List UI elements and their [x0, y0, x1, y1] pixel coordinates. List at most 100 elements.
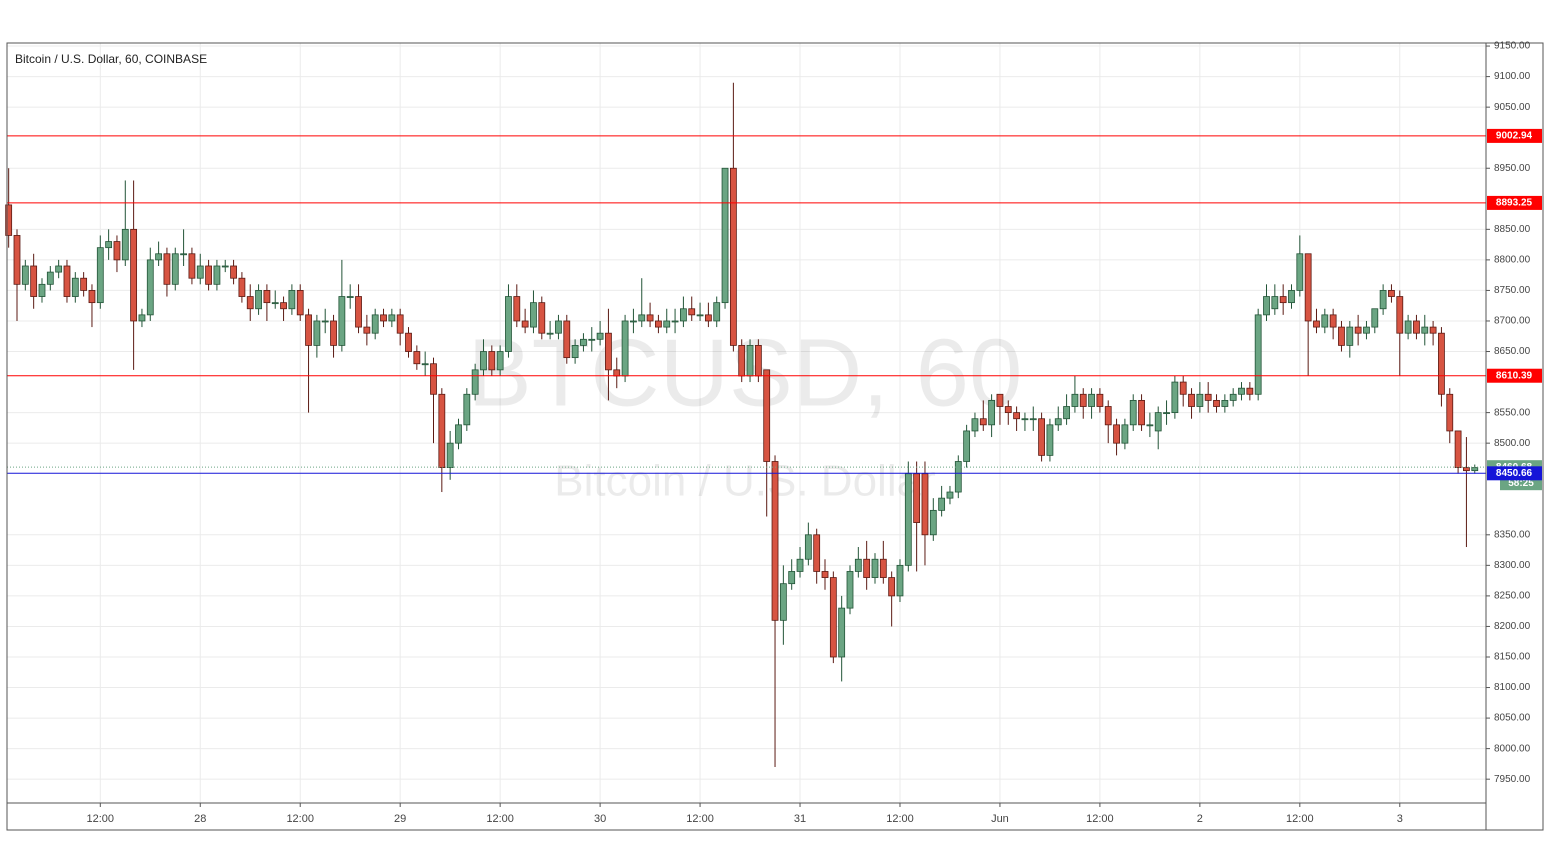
- candle-body: [305, 314, 312, 346]
- candle-body: [763, 369, 771, 462]
- candle-body: [1421, 326, 1429, 334]
- candle-body: [1079, 393, 1087, 407]
- candle-body: [430, 363, 437, 395]
- y-tick-label: 8850.00: [1494, 224, 1531, 235]
- candle-body: [1388, 290, 1395, 297]
- candle-body: [605, 332, 612, 371]
- y-tick-label: 8100.00: [1494, 682, 1531, 693]
- candle-body: [1254, 314, 1262, 395]
- countdown: 58:25: [1508, 478, 1534, 489]
- candle-body: [5, 204, 13, 236]
- candle-body: [638, 314, 646, 322]
- levels: [7, 135, 1486, 474]
- candle-body: [646, 314, 654, 322]
- candle-body: [288, 290, 296, 310]
- candle-body: [338, 296, 346, 346]
- candle-body: [396, 314, 404, 334]
- candle-body: [263, 290, 271, 304]
- candle-body: [230, 265, 237, 279]
- candle-body: [1013, 412, 1021, 420]
- candle-body: [346, 296, 354, 298]
- watermark-subtitle: Bitcoin / U.S. Dollar: [554, 457, 935, 506]
- candle-body: [904, 473, 912, 566]
- candle-body: [804, 534, 812, 560]
- candle-body: [1471, 467, 1479, 472]
- candle-body: [221, 265, 229, 268]
- candle-body: [1429, 326, 1437, 334]
- candle-body: [380, 314, 387, 322]
- candle-body: [188, 253, 196, 279]
- frame: [6, 42, 1544, 831]
- y-tick-label: 8150.00: [1494, 652, 1531, 663]
- candle-body: [863, 558, 871, 578]
- candle-body: [538, 302, 546, 334]
- candle-body: [679, 308, 687, 322]
- y-tick-label: 8250.00: [1494, 591, 1531, 602]
- candle-body: [471, 369, 479, 395]
- candle-body: [829, 577, 837, 658]
- candle-body: [1071, 393, 1079, 407]
- candle-body: [1088, 393, 1095, 407]
- candle-body: [996, 393, 1004, 407]
- candle-body: [713, 302, 721, 322]
- candle-body: [55, 265, 63, 273]
- candle-body: [846, 571, 854, 609]
- candle-body: [455, 424, 462, 444]
- x-tick-label: 12:00: [886, 813, 914, 825]
- candle-body: [438, 393, 446, 468]
- chart-title: Bitcoin / U.S. Dollar, 60, COINBASE: [15, 52, 207, 66]
- candle-body: [313, 320, 321, 346]
- candle-body: [488, 351, 496, 371]
- candle-body: [796, 558, 804, 572]
- candle-body: [213, 265, 221, 285]
- y-tick-label: 8700.00: [1494, 316, 1531, 327]
- candle-body: [38, 283, 46, 297]
- candle-body: [704, 314, 712, 322]
- candle-body: [1313, 320, 1320, 328]
- candle-body: [105, 241, 113, 249]
- candle-body: [813, 534, 821, 572]
- candle-body: [1096, 393, 1104, 407]
- candle-body: [1188, 393, 1195, 407]
- candle-body: [1021, 418, 1029, 421]
- candle-body: [196, 265, 204, 279]
- candle-body: [563, 320, 571, 359]
- candle-body: [1446, 393, 1454, 432]
- candle-body: [1146, 424, 1154, 427]
- candle-body: [1346, 326, 1354, 346]
- candle-body: [588, 338, 596, 341]
- candle-body: [613, 369, 621, 377]
- y-tick-label: 8000.00: [1494, 743, 1531, 754]
- candle-body: [779, 583, 787, 621]
- candle-body: [271, 302, 279, 305]
- candle-body: [1054, 418, 1062, 426]
- candle-body: [771, 461, 779, 621]
- candle-body: [255, 290, 262, 310]
- grid: [7, 43, 1486, 803]
- x-tick-label: 2: [1197, 813, 1203, 825]
- candle-body: [1321, 314, 1329, 328]
- x-tick-label: 12:00: [686, 813, 714, 825]
- candle-body: [71, 277, 79, 297]
- candle-body: [571, 345, 579, 359]
- candle-body: [971, 418, 979, 432]
- x-tick-label: 31: [794, 813, 806, 825]
- candle-body: [596, 332, 604, 340]
- candle-body: [463, 393, 471, 426]
- x-tick-label: Jun: [991, 813, 1009, 825]
- candle-body: [1213, 399, 1220, 407]
- candle-body: [1304, 253, 1312, 322]
- candle-body: [754, 345, 762, 377]
- candle-body: [1129, 399, 1137, 426]
- candle-body: [1463, 467, 1470, 472]
- candle-body: [655, 320, 662, 328]
- candle-body: [1413, 320, 1420, 334]
- candle-body: [546, 332, 554, 335]
- candle-body: [621, 320, 629, 377]
- y-tick-label: 8350.00: [1494, 529, 1531, 540]
- candle-body: [355, 296, 362, 328]
- candle-body: [746, 345, 754, 377]
- candle-body: [1396, 296, 1404, 334]
- candle-body: [580, 338, 587, 346]
